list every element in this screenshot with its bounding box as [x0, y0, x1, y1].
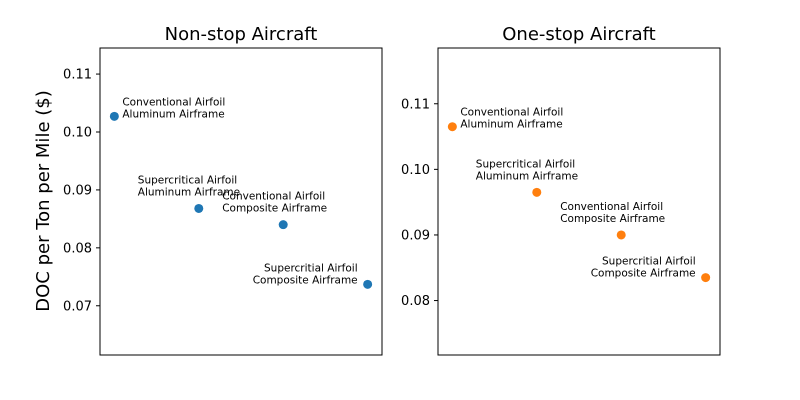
- point-annotation-4: Supercritial Airfoil Composite Airframe: [591, 256, 696, 280]
- chart-title: One-stop Aircraft: [502, 24, 655, 45]
- figure-y-axis-label: DOC per Ton per Mile ($): [33, 90, 54, 311]
- data-point-2: [194, 203, 204, 213]
- plot-area-frame: [99, 47, 383, 356]
- y-tick-label: 0.09: [63, 183, 92, 198]
- data-point-4: [701, 273, 711, 283]
- chart-panel-one-stop: One-stop Aircraft 0.08 0.09 0.10 0.11 Convent…: [401, 24, 721, 356]
- y-tick-label: 0.10: [401, 163, 430, 178]
- data-point-1: [447, 122, 457, 132]
- data-point-1: [109, 111, 119, 121]
- y-tick-label: 0.11: [63, 68, 92, 83]
- plot-area-frame: [437, 47, 721, 356]
- y-tick-label: 0.08: [63, 241, 92, 256]
- point-annotation-3: Conventional Airfoil Composite Airframe: [222, 191, 327, 215]
- chart-title: Non-stop Aircraft: [165, 24, 318, 45]
- y-tick-label: 0.09: [401, 228, 430, 243]
- data-point-3: [278, 220, 288, 230]
- y-tick-label: 0.08: [401, 294, 430, 309]
- data-point-2: [532, 187, 542, 197]
- point-annotation-3: Conventional Airfoil Composite Airframe: [560, 201, 665, 225]
- point-annotation-2: Supercritical Airfoil Aluminum Airframe: [138, 174, 240, 198]
- chart-panel-non-stop: Non-stop Aircraft 0.07 0.08 0.09 0.10 0.11 Con…: [63, 24, 383, 356]
- point-annotation-1: Conventional Airfoil Aluminum Airframe: [122, 96, 225, 120]
- y-tick-label: 0.07: [63, 299, 92, 314]
- point-annotation-4: Supercritial Airfoil Composite Airframe: [253, 262, 358, 286]
- point-annotation-1: Conventional Airfoil Aluminum Airframe: [460, 107, 563, 131]
- data-point-4: [363, 279, 373, 289]
- y-tick-label: 0.10: [63, 125, 92, 140]
- data-point-3: [616, 230, 626, 240]
- point-annotation-2: Supercritical Airfoil Aluminum Airframe: [476, 158, 578, 182]
- y-tick-label: 0.11: [401, 97, 430, 112]
